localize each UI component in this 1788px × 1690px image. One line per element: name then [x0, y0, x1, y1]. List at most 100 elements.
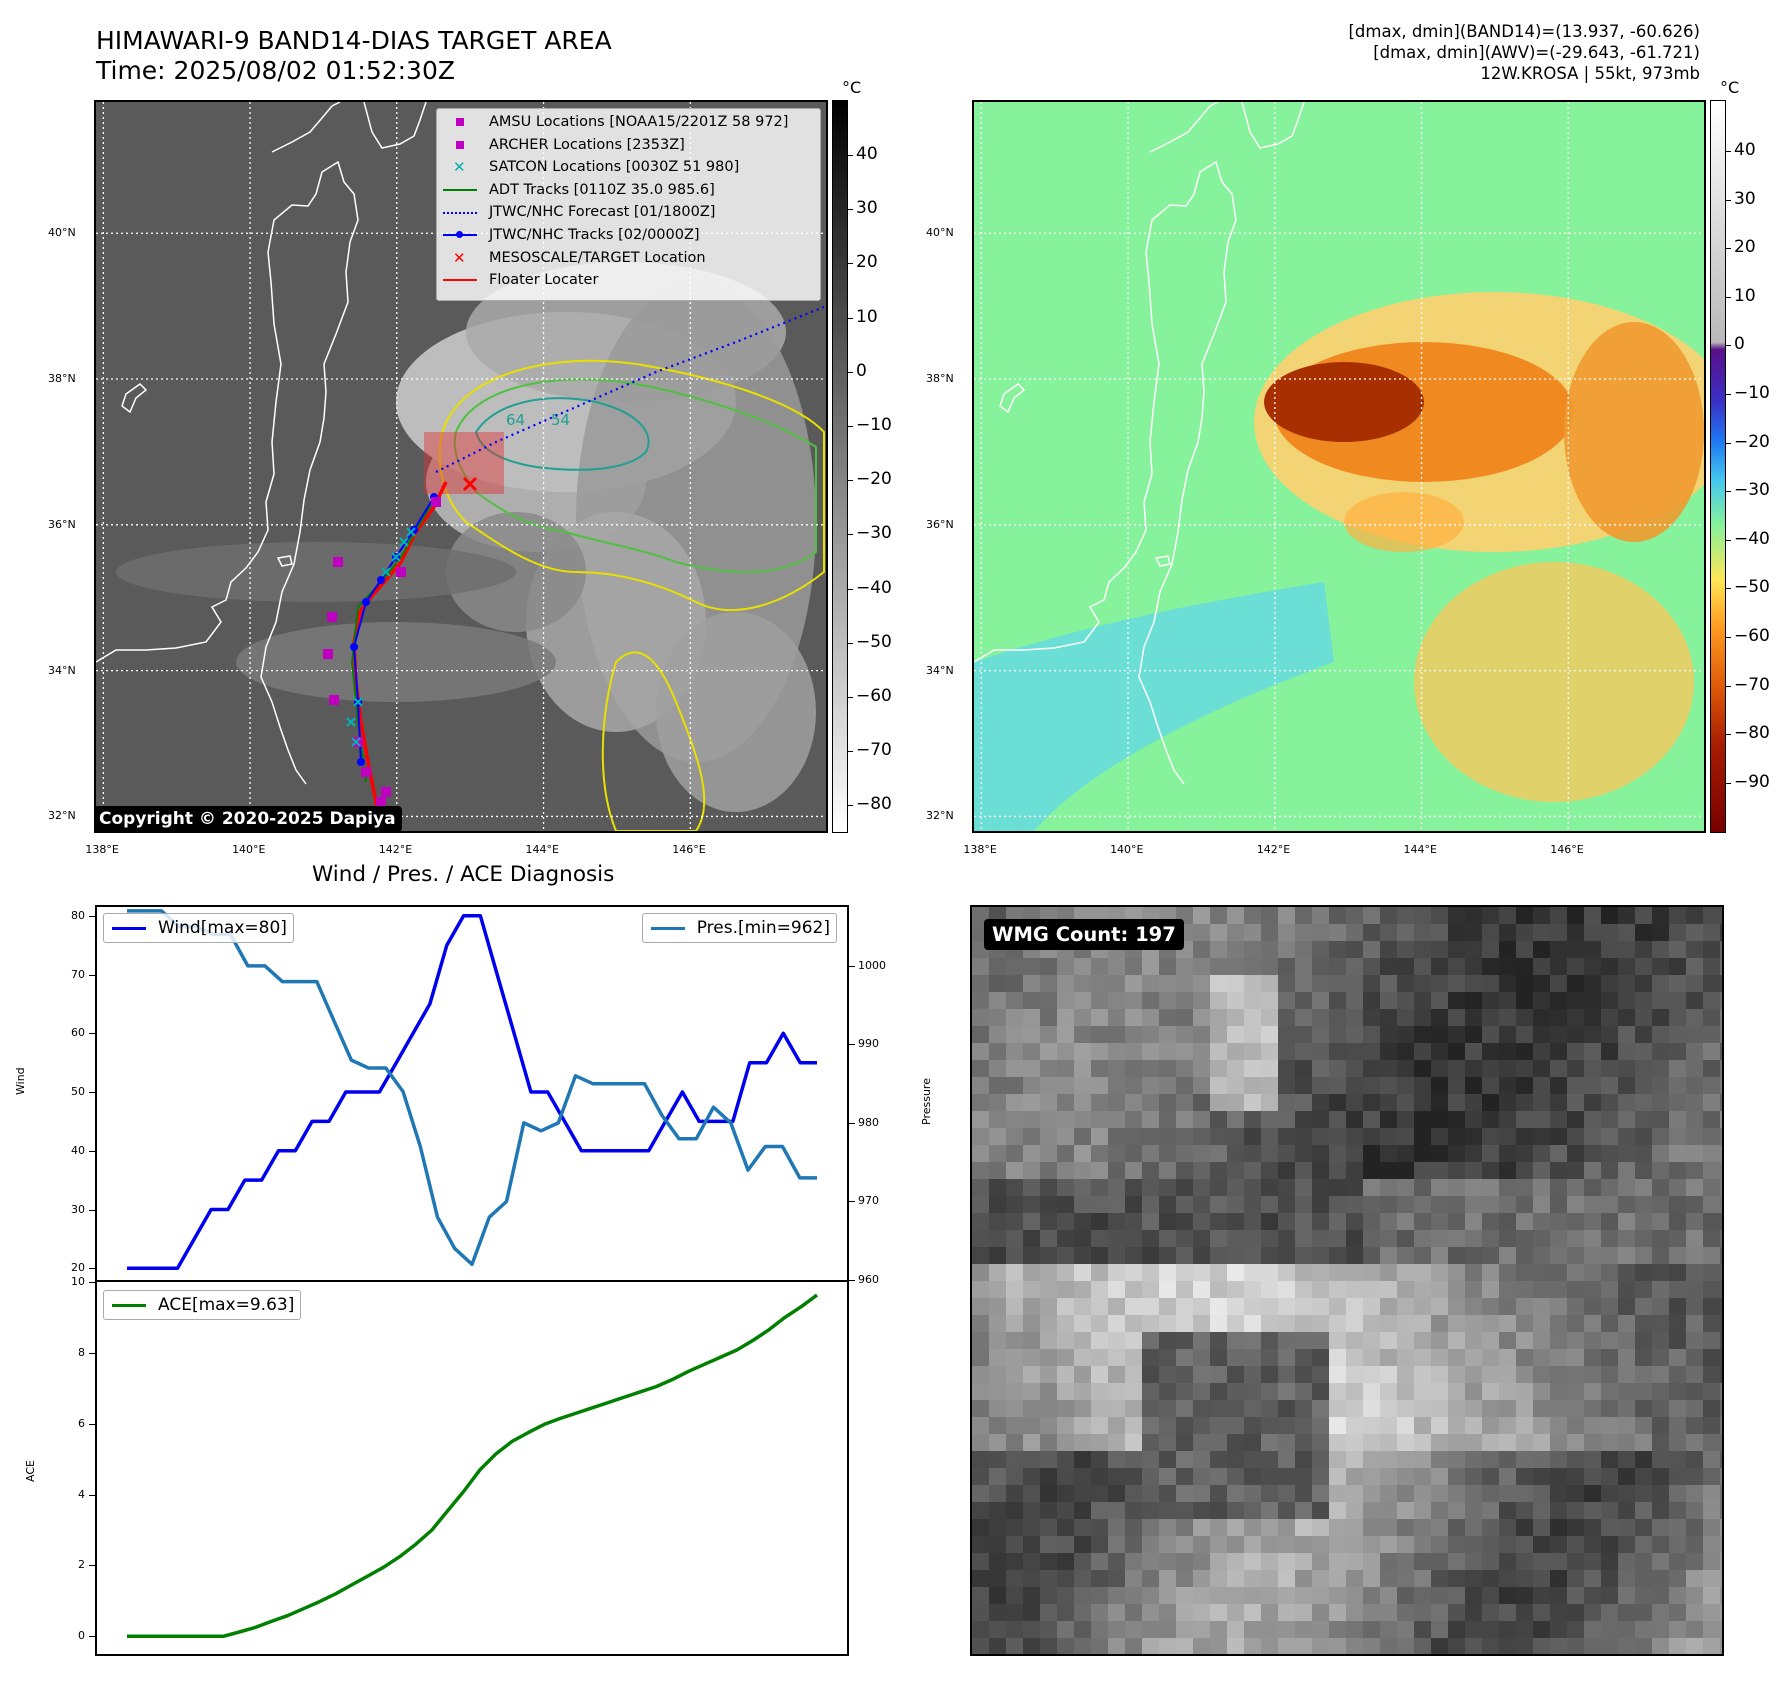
info-band14: [dmax, dmin](BAND14)=(13.937, -60.626) [1348, 22, 1700, 41]
legend-entry-6: ✕ MESOSCALE/TARGET Location [441, 247, 814, 270]
ir-colorbar-tickmark-3 [848, 317, 853, 319]
col-lon-label-2: 142°E [1256, 843, 1291, 856]
coastline-hokkaido [271, 102, 427, 153]
color-colorbar-tickmark-3 [1726, 296, 1731, 298]
color-cloud-east [1564, 322, 1704, 542]
wind-tick-3: 50 [71, 1085, 85, 1099]
color-colorbar-tick-11: −70 [1734, 674, 1770, 695]
ir-colorbar-tick-5: −10 [856, 415, 892, 435]
amsu-archer-point-9 [396, 567, 406, 577]
ir-cloud-5 [656, 612, 816, 812]
ir-colorbar-tick-0: 40 [856, 144, 878, 164]
coastline-honshu [974, 160, 1237, 785]
ir-contour-yellow [438, 359, 825, 611]
wind-tick-4: 60 [71, 1026, 85, 1040]
contour-label-54: 54 [551, 411, 570, 429]
ace-tick-3: 6 [78, 1416, 85, 1430]
legend-symbol-line [441, 269, 479, 291]
ace-tick-4: 8 [78, 1345, 85, 1359]
color-colorbar-tickmark-9 [1726, 588, 1731, 590]
pressure-tick-1: 970 [858, 1194, 879, 1208]
color-colorbar-tick-2: 20 [1734, 237, 1756, 258]
wind-tick-1: 30 [71, 1202, 85, 1216]
legend-entry-7: Floater Locater [441, 269, 814, 292]
wind-tickmark-2 [89, 1150, 95, 1152]
color-colorbar-tickmark-12 [1726, 734, 1731, 736]
ace-tick-1: 2 [78, 1558, 85, 1572]
wind-tickmark-5 [89, 974, 95, 976]
pressure-tickmark-3 [849, 1044, 855, 1046]
amsu-archer-point-3 [329, 695, 339, 705]
jtwc-forecast-track [435, 305, 825, 473]
color-colorbar-tickmark-5 [1726, 394, 1731, 395]
ace-legend-line [110, 1294, 148, 1316]
ir-colorbar-tickmark-4 [848, 371, 853, 373]
diagnosis-title: Wind / Pres. / ACE Diagnosis [312, 862, 615, 887]
ir-colorbar-tickmark-7 [848, 534, 853, 536]
ir-colorbar-tickmark-11 [848, 751, 853, 753]
wind-tick-5: 70 [71, 967, 85, 981]
pressure-legend: Pres.[min=962] [641, 913, 837, 943]
ir-cloud-8 [116, 542, 516, 602]
satcon-point-4 [346, 717, 356, 727]
wind-legend: Wind[max=80] [103, 913, 294, 943]
color-colorbar-tick-0: 40 [1734, 140, 1756, 160]
pressure-legend-line [649, 917, 687, 939]
color-colorbar-tickmark-8 [1726, 539, 1731, 541]
wmg-count-badge: WMG Count: 197 [984, 919, 1184, 950]
col-lat-label-4: 32°N [926, 809, 954, 823]
ir-colorbar-tickmark-10 [848, 697, 853, 698]
coastline-sado [999, 383, 1026, 414]
figure-time: Time: 2025/08/02 01:52:30Z [96, 56, 455, 85]
pressure-axis-label: Pressure [920, 1078, 933, 1125]
color-cloud-south [1414, 562, 1694, 802]
ir-colorbar-tickmark-6 [848, 480, 853, 482]
ir-lat-label-1: 38°N [48, 372, 76, 386]
legend-label-7: Floater Locater [489, 272, 599, 289]
pressure-tickmark-4 [849, 965, 855, 967]
legend-entry-0: AMSU Locations [NOAA15/2201Z 58 972] [441, 111, 814, 134]
ir-lat-label-2: 36°N [48, 517, 76, 531]
ace-tickmark-4 [89, 1352, 95, 1354]
contour-label-64: 64 [506, 411, 525, 429]
ace-tick-0: 0 [78, 1629, 85, 1643]
ir-lon-label-3: 144°E [525, 843, 559, 856]
col-lon-label-0: 138°E [963, 843, 997, 856]
ace-legend: ACE[max=9.63] [103, 1290, 302, 1320]
wind-tick-6: 80 [71, 908, 85, 922]
wind-tickmark-3 [89, 1092, 95, 1094]
wind-tickmark-0 [89, 1268, 95, 1270]
legend-symbol-x: ✕ [453, 248, 466, 267]
ir-colorbar-tick-7: −30 [856, 523, 892, 544]
ir-map-panel: 64 54 AMSU Locations [NOAA15/2201Z 58 972… [94, 100, 828, 833]
wind-pressure-plot [127, 909, 817, 1271]
ir-colorbar [832, 100, 848, 833]
pressure-tickmark-2 [849, 1122, 855, 1124]
color-colorbar-unit: °C [1720, 78, 1740, 97]
color-colorbar-tickmark-6 [1726, 442, 1731, 444]
color-map-panel [972, 100, 1706, 833]
color-colorbar-tick-10: −60 [1734, 626, 1770, 646]
amsu-archer-point-7 [376, 797, 386, 807]
pressure-tick-3: 990 [858, 1037, 879, 1051]
ir-colorbar-tickmark-0 [848, 155, 853, 156]
ace-chart: ACE[max=9.63] [95, 1280, 849, 1656]
amsu-archer-point-6 [381, 787, 391, 797]
info-awv: [dmax, dmin](AWV)=(-29.643, -61.721) [1373, 43, 1700, 62]
wmg-panel: WMG Count: 197 [970, 905, 1724, 1656]
coastline-sado [121, 383, 148, 414]
jtwc-track-point-2 [350, 643, 358, 651]
ir-colorbar-unit: °C [842, 78, 862, 97]
pressure-tick-0: 960 [858, 1273, 879, 1286]
ir-colorbar-tick-9: −50 [856, 631, 892, 652]
info-storm: 12W.KROSA | 55kt, 973mb [1480, 64, 1700, 83]
ir-contour-green [453, 378, 817, 573]
legend-label-6: MESOSCALE/TARGET Location [489, 249, 706, 266]
col-lat-label-0: 40°N [926, 226, 954, 240]
color-colorbar-tick-7: −30 [1734, 480, 1770, 501]
ace-plot [127, 1293, 819, 1639]
ace-tickmark-3 [89, 1423, 95, 1425]
wind-legend-label: Wind[max=80] [158, 918, 287, 938]
color-colorbar-tickmark-11 [1726, 685, 1731, 687]
legend-symbol-square [441, 134, 479, 156]
